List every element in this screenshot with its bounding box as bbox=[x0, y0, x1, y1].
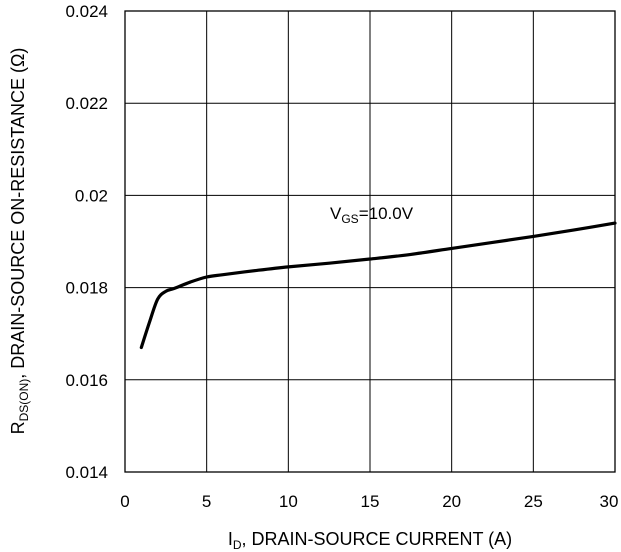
y-tick-label: 0.014 bbox=[65, 463, 108, 482]
x-tick-label: 30 bbox=[600, 492, 619, 511]
x-tick-label: 10 bbox=[279, 492, 298, 511]
tick-labels: 0 5 10 15 20 25 30 0.014 0.016 0.018 0.02 0.022 0.02… bbox=[65, 2, 618, 511]
x-tick-label: 15 bbox=[361, 492, 380, 511]
x-tick-label: 25 bbox=[524, 492, 543, 511]
y-tick-label: 0.022 bbox=[65, 94, 108, 113]
x-tick-label: 5 bbox=[202, 492, 211, 511]
y-tick-label: 0.016 bbox=[65, 371, 108, 390]
x-axis-label: ID, DRAIN-SOURCE CURRENT (A) bbox=[228, 529, 512, 552]
grid-lines bbox=[125, 11, 615, 472]
curve-annotation: VGS=10.0V bbox=[330, 204, 414, 226]
y-tick-label: 0.018 bbox=[65, 279, 108, 298]
x-tick-label: 20 bbox=[442, 492, 461, 511]
y-tick-label: 0.024 bbox=[65, 2, 108, 21]
y-tick-label: 0.02 bbox=[75, 186, 108, 205]
x-tick-label: 0 bbox=[120, 492, 129, 511]
series-line-vgs-10v bbox=[141, 223, 615, 347]
y-axis-label: RDS(ON), DRAIN-SOURCE ON-RESISTANCE (Ω) bbox=[8, 48, 31, 435]
